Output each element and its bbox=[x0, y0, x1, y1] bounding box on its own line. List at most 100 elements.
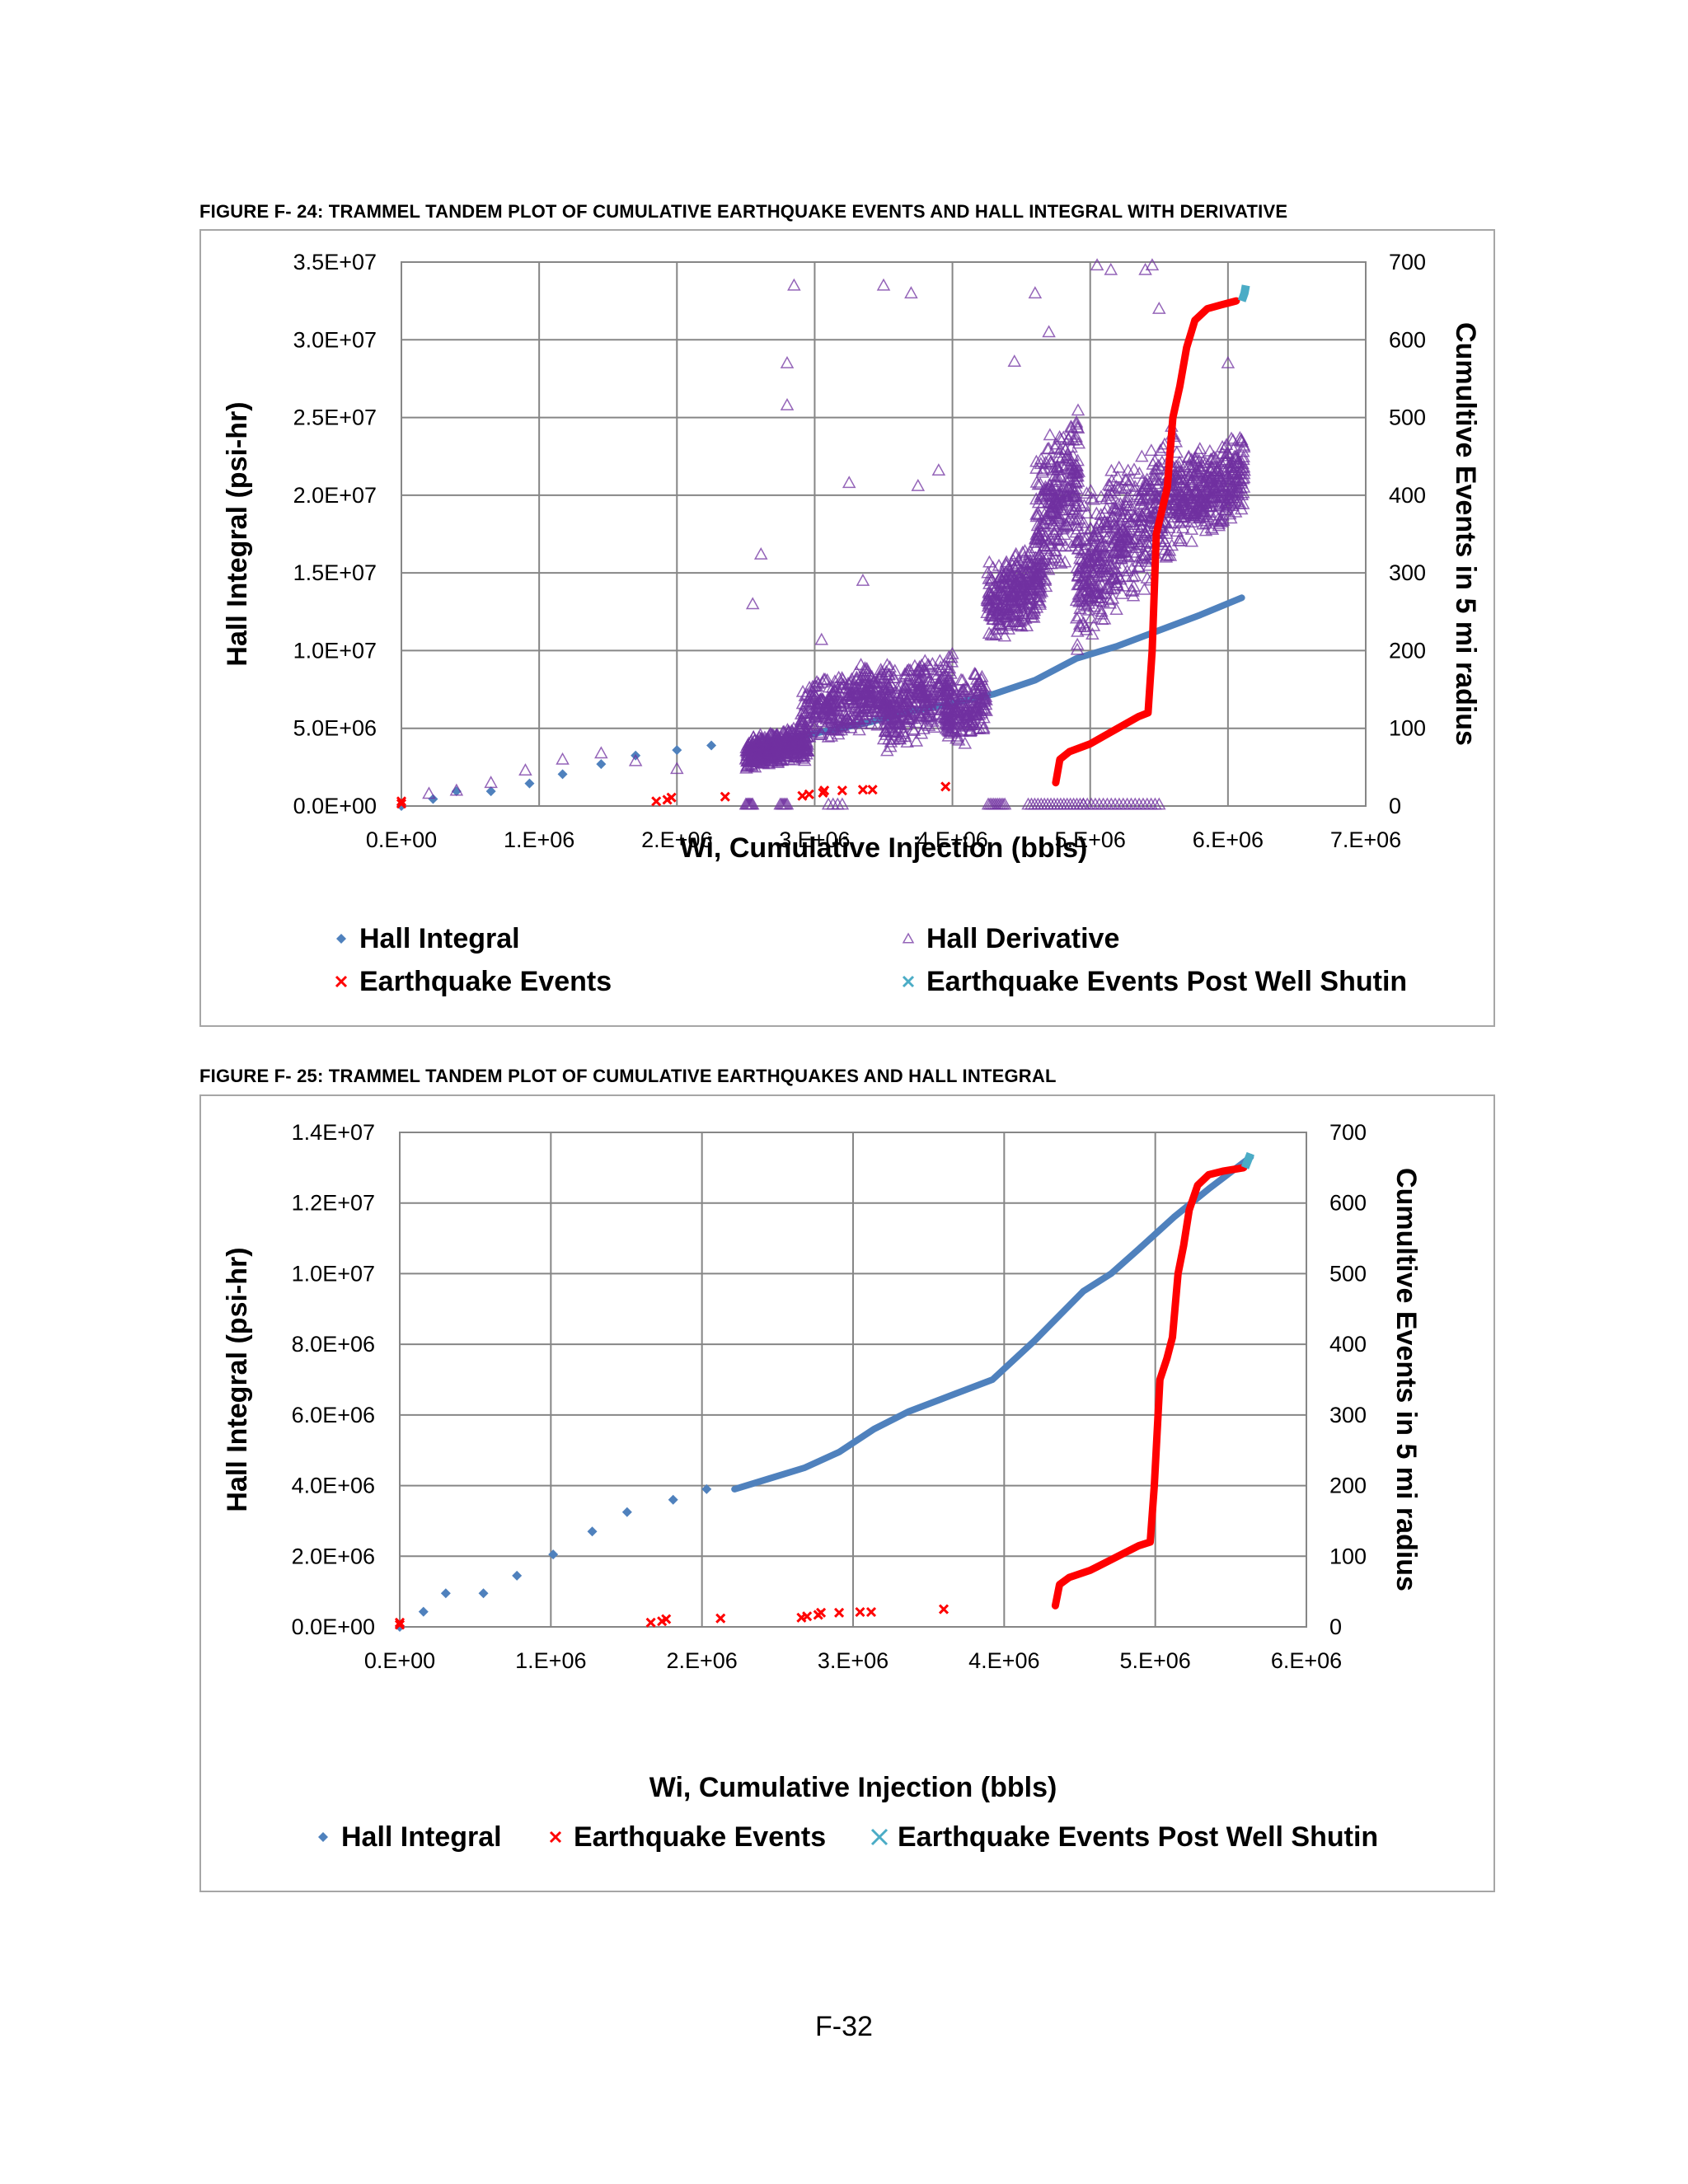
hall-derivative-point bbox=[1144, 443, 1159, 457]
figure-caption: FIGURE F- 25: TRAMMEL TANDEM PLOT OF CUM… bbox=[199, 1066, 1057, 1086]
page-number: F-32 bbox=[815, 2011, 873, 2042]
hall-derivative-point bbox=[968, 705, 982, 718]
hall-derivative-point bbox=[1185, 472, 1199, 485]
hall-derivative-point bbox=[1213, 466, 1227, 480]
legend-item: Hall Integral bbox=[318, 1821, 502, 1853]
hall-derivative-point bbox=[1072, 590, 1086, 602]
hall-derivative-point bbox=[1019, 611, 1033, 624]
hall-derivative-point bbox=[909, 733, 924, 747]
hall-derivative-point bbox=[770, 738, 784, 751]
legend-label: Hall Integral bbox=[341, 1821, 502, 1853]
hall-derivative-point bbox=[892, 715, 907, 729]
hall-derivative-point bbox=[1062, 510, 1077, 523]
hall-derivative-point bbox=[975, 716, 989, 729]
hall-derivative-point bbox=[1073, 619, 1087, 632]
hall-derivative-point bbox=[1006, 553, 1020, 566]
y2-axis-title: Cumultive Events in 5 mi radius bbox=[1390, 1168, 1422, 1591]
hall-derivative-point bbox=[964, 689, 978, 702]
x-tick-label: 0.E+00 bbox=[364, 1648, 435, 1673]
hall-derivative-point bbox=[797, 705, 812, 719]
hall-derivative-point bbox=[780, 797, 795, 810]
earthquake-event-point bbox=[865, 1606, 877, 1618]
hall-derivative-point bbox=[798, 721, 813, 734]
hall-derivative-point bbox=[906, 722, 920, 735]
hall-derivative-point bbox=[1217, 490, 1231, 504]
hall-derivative-point bbox=[1080, 506, 1094, 519]
earthquake-event-point bbox=[819, 785, 830, 796]
hall-derivative-point bbox=[1044, 454, 1058, 467]
earthquake-event-point bbox=[940, 781, 951, 792]
hall-derivative-point bbox=[854, 658, 868, 671]
hall-derivative-point bbox=[1032, 527, 1046, 541]
hall-derivative-point bbox=[1090, 258, 1104, 271]
hall-derivative-point bbox=[1069, 415, 1084, 428]
hall-derivative-point bbox=[818, 672, 832, 685]
hall-derivative-point bbox=[1121, 463, 1135, 476]
chart-container: 0.E+00 1.E+06 2.E+06 3.E+06 4.E+06 5.E+06 6.E+… bbox=[199, 229, 1495, 1027]
hall-derivative-point bbox=[1059, 457, 1074, 471]
y-tick-label: 3.5E+07 bbox=[293, 250, 377, 274]
hall-derivative-point bbox=[1142, 509, 1156, 522]
hall-derivative-point bbox=[1158, 535, 1172, 548]
hall-derivative-point bbox=[993, 598, 1007, 612]
hall-derivative-point bbox=[594, 746, 608, 759]
hall-derivative-point bbox=[1036, 489, 1050, 502]
hall-derivative-point bbox=[789, 729, 803, 741]
hall-derivative-point bbox=[1151, 458, 1165, 471]
y-tick-label: 5.0E+06 bbox=[293, 716, 377, 741]
hall-derivative-point bbox=[1090, 584, 1104, 598]
hall-derivative-point bbox=[809, 675, 824, 687]
x-tick-label: 3.E+06 bbox=[818, 1648, 889, 1673]
earthquake-event-point bbox=[802, 1611, 813, 1622]
hall-derivative-point bbox=[858, 668, 873, 682]
hall-derivative-point bbox=[780, 356, 795, 368]
hall-derivative-point bbox=[1120, 564, 1134, 577]
hall-derivative-point bbox=[1029, 507, 1043, 520]
hall-derivative-point bbox=[1120, 493, 1134, 506]
hall-derivative-point bbox=[1170, 445, 1184, 458]
y2-tick-label: 300 bbox=[1389, 560, 1426, 585]
hall-integral-point bbox=[478, 1588, 489, 1599]
hall-derivative-point bbox=[1028, 286, 1043, 299]
hall-derivative-point bbox=[1010, 604, 1025, 617]
y-axis-title: Hall Integral (psi-hr) bbox=[222, 1247, 253, 1511]
hall-derivative-point bbox=[1215, 514, 1229, 527]
hall-derivative-point bbox=[1071, 436, 1086, 449]
hall-derivative-point bbox=[841, 691, 855, 705]
hall-derivative-point bbox=[921, 710, 935, 723]
hall-derivative-point bbox=[928, 668, 943, 680]
x-tick-label: 0.E+00 bbox=[366, 827, 437, 852]
y2-tick-label: 600 bbox=[1329, 1191, 1367, 1216]
hall-derivative-point bbox=[1090, 543, 1104, 556]
hall-derivative-point bbox=[1012, 580, 1027, 593]
earthquake-event-point bbox=[816, 1607, 827, 1618]
hall-derivative-point bbox=[1114, 586, 1129, 599]
earthquake-event-point bbox=[720, 791, 730, 802]
hall-derivative-point bbox=[1010, 601, 1025, 614]
hall-derivative-point bbox=[860, 706, 874, 719]
hall-derivative-point bbox=[1114, 560, 1129, 574]
chart-container: 0.E+00 1.E+06 2.E+06 3.E+06 4.E+06 5.E+06 6.E+… bbox=[199, 1094, 1495, 1892]
hall-derivative-point bbox=[874, 669, 889, 682]
x-tick-label: 7.E+06 bbox=[1330, 827, 1401, 852]
hall-derivative-point bbox=[1152, 302, 1166, 314]
hall-derivative-point bbox=[1128, 541, 1142, 554]
hall-derivative-point bbox=[911, 478, 926, 491]
hall-derivative-point bbox=[1027, 610, 1041, 623]
hall-derivative-point bbox=[1234, 502, 1249, 515]
hall-derivative-point bbox=[880, 658, 894, 671]
hall-derivative-point bbox=[1031, 568, 1045, 581]
y2-tick-label: 0 bbox=[1329, 1615, 1342, 1639]
hall-derivative-point bbox=[1067, 512, 1081, 525]
hall-derivative-point bbox=[1207, 450, 1221, 462]
series-layer bbox=[396, 258, 1251, 811]
hall-derivative-point bbox=[769, 729, 783, 743]
y2-tick-label: 600 bbox=[1389, 327, 1426, 352]
hall-derivative-point bbox=[852, 723, 866, 736]
hall-derivative-point bbox=[921, 689, 935, 702]
hall-derivative-point bbox=[1018, 544, 1032, 556]
earthquake-event-point bbox=[837, 785, 847, 796]
hall-derivative-point bbox=[908, 695, 923, 708]
hall-derivative-point bbox=[1118, 481, 1132, 494]
hall-derivative-point bbox=[942, 661, 957, 674]
